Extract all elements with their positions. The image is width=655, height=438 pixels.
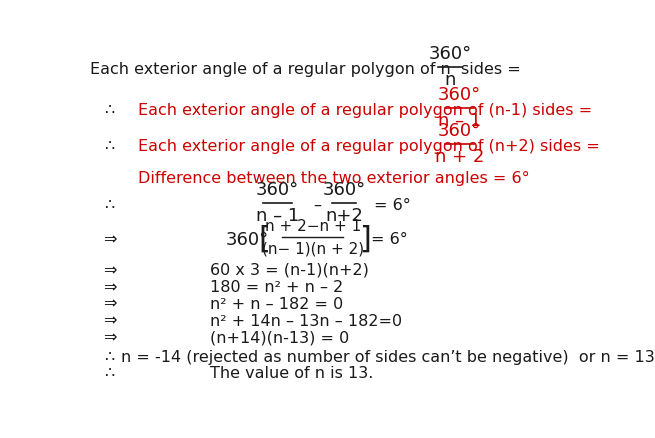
Text: n + 2−n + 1: n + 2−n + 1 (265, 219, 361, 233)
Text: n+2: n+2 (325, 207, 363, 225)
Text: Each exterior angle of a regular polygon of n  sides =: Each exterior angle of a regular polygon… (90, 62, 525, 77)
Text: ∴: ∴ (103, 366, 114, 381)
Text: (n− 1)(n + 2): (n− 1)(n + 2) (262, 241, 364, 256)
Text: n² + 14n – 13n – 182=0: n² + 14n – 13n – 182=0 (210, 314, 402, 329)
Text: ∴: ∴ (103, 139, 114, 154)
Text: = 6°: = 6° (371, 232, 407, 247)
Text: Each exterior angle of a regular polygon of (n+2) sides =: Each exterior angle of a regular polygon… (138, 139, 605, 154)
Text: = 6°: = 6° (374, 198, 411, 212)
Text: ∴: ∴ (103, 198, 114, 212)
Text: n – 1: n – 1 (255, 207, 299, 225)
Text: (n+14)(n-13) = 0: (n+14)(n-13) = 0 (210, 331, 349, 346)
Text: ∴: ∴ (103, 103, 114, 118)
Text: ⇒: ⇒ (103, 314, 117, 329)
Text: ⇒: ⇒ (103, 297, 117, 312)
Text: 60 x 3 = (n-1)(n+2): 60 x 3 = (n-1)(n+2) (210, 263, 369, 278)
Text: 360°: 360° (428, 46, 472, 64)
Text: Each exterior angle of a regular polygon of (n-1) sides =: Each exterior angle of a regular polygon… (138, 103, 598, 118)
Text: The value of n is 13.: The value of n is 13. (210, 366, 373, 381)
Text: ⇒: ⇒ (103, 331, 117, 346)
Text: 360°: 360° (438, 86, 481, 104)
Text: 180 = n² + n – 2: 180 = n² + n – 2 (210, 280, 343, 295)
Text: n² + n – 182 = 0: n² + n – 182 = 0 (210, 297, 343, 312)
Text: –: – (313, 198, 321, 212)
Text: ∴: ∴ (103, 350, 114, 365)
Text: ⇒: ⇒ (103, 232, 117, 247)
Text: n = -14 (rejected as number of sides can’t be negative)  or n = 13: n = -14 (rejected as number of sides can… (121, 350, 654, 365)
Text: 360°: 360° (322, 181, 365, 199)
Text: [: [ (259, 225, 271, 254)
Text: n: n (444, 71, 456, 89)
Text: 360°: 360° (255, 181, 299, 199)
Text: Difference between the two exterior angles = 6°: Difference between the two exterior angl… (138, 170, 530, 186)
Text: ]: ] (360, 225, 371, 254)
Text: ⇒: ⇒ (103, 280, 117, 295)
Text: n – 1: n – 1 (438, 112, 481, 130)
Text: 360°: 360° (438, 122, 481, 140)
Text: ⇒: ⇒ (103, 263, 117, 278)
Text: 360°: 360° (225, 231, 269, 249)
Text: n + 2: n + 2 (435, 148, 484, 166)
